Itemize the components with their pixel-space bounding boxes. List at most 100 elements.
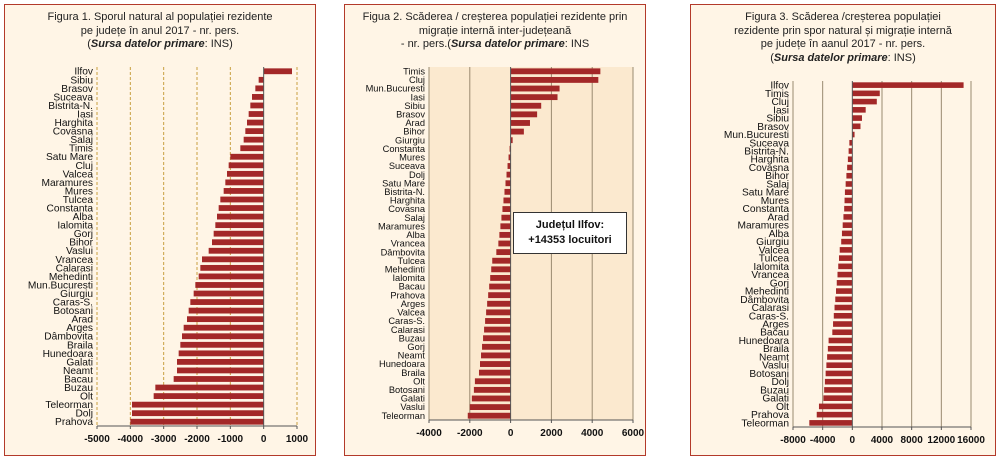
category-label: Vrancea	[391, 239, 426, 249]
bar	[841, 230, 853, 237]
category-label: Prahova	[55, 417, 93, 428]
category-label: Calarasi	[391, 325, 425, 335]
category-label: Brasov	[396, 110, 425, 120]
category-label: Mures	[399, 153, 425, 163]
category-label: Covasna	[749, 163, 790, 174]
category-label: Maramures	[378, 221, 425, 231]
category-label: Ialomita	[392, 273, 425, 283]
bar	[833, 312, 853, 319]
category-label: Dâmbovita	[740, 295, 789, 306]
category-label: Cluj	[409, 75, 425, 85]
category-label: Bistrita-N.	[384, 187, 425, 197]
bar	[200, 264, 264, 271]
category-label: Botosani	[749, 369, 789, 380]
category-label: Bistrita-N.	[744, 146, 789, 157]
category-label: Alba	[769, 229, 790, 240]
category-label: Tulcea	[759, 254, 790, 265]
category-label: Vaslui	[66, 246, 93, 257]
bar	[202, 256, 264, 263]
bar	[227, 170, 264, 177]
bar	[489, 283, 511, 290]
bar	[225, 179, 264, 186]
bar	[838, 263, 853, 270]
bar	[852, 82, 964, 88]
category-label: Olt	[413, 376, 425, 386]
bar	[469, 404, 511, 411]
bar	[828, 337, 853, 344]
category-label: Calarasi	[752, 303, 789, 314]
bar	[832, 329, 853, 336]
x-tick-label: -2000	[184, 434, 210, 445]
category-label: Iasi	[773, 105, 789, 116]
category-label: Harghita	[54, 118, 93, 129]
bar	[488, 292, 511, 299]
category-label: Caras-S.	[53, 298, 93, 309]
x-tick-label: -1000	[218, 434, 244, 445]
bar	[836, 280, 853, 286]
chart-figure-1: IlfovSibiuBrasovSuceavaBistrita-N.IasiHa…	[28, 67, 309, 445]
bar	[510, 137, 513, 144]
category-label: Galati	[762, 394, 789, 405]
bar	[487, 300, 511, 307]
bar	[498, 240, 511, 247]
category-label: Satu Mare	[46, 152, 93, 163]
bar	[130, 418, 264, 425]
bar	[510, 128, 524, 135]
x-tick-label: -4000	[416, 428, 442, 439]
bar	[848, 148, 853, 154]
category-label: Neamt	[759, 352, 789, 363]
category-label: Valcea	[759, 245, 790, 256]
category-label: Tulcea	[63, 195, 94, 206]
category-label: Suceava	[53, 92, 93, 103]
category-label: Dâmbovita	[381, 247, 426, 257]
category-label: Salaj	[70, 135, 93, 146]
bar	[173, 376, 264, 382]
bar	[478, 369, 511, 376]
bar	[506, 171, 511, 178]
bar	[208, 247, 264, 254]
bar	[847, 156, 853, 163]
bar	[510, 85, 560, 92]
bar	[188, 307, 264, 314]
x-tick-label: 12000	[927, 435, 955, 446]
bar	[177, 367, 264, 374]
bar	[825, 370, 853, 377]
category-label: Alba	[73, 212, 94, 223]
category-label: Botosani	[389, 385, 425, 395]
bar	[844, 189, 853, 196]
category-label: Sibiu	[766, 114, 789, 125]
bar	[841, 238, 853, 245]
bar	[510, 76, 599, 83]
figure-2-title: Figua 2. Scăderea / creșterea populației…	[345, 11, 645, 52]
category-label: Neamt	[398, 351, 426, 361]
x-tick-label: -2000	[457, 428, 483, 439]
category-label: Vaslui	[400, 402, 425, 412]
bar	[501, 214, 511, 221]
category-label: Maramures	[737, 221, 789, 232]
category-label: Bacau	[64, 374, 93, 385]
bar	[471, 395, 511, 402]
category-label: Dâmbovita	[44, 332, 93, 343]
bar	[836, 288, 853, 294]
bar	[510, 94, 558, 101]
bar	[182, 333, 264, 340]
chart-figure-2: TimisClujMun.BucurestiIasiSibiuBrasovAra…	[366, 66, 645, 439]
bar	[491, 266, 511, 273]
bar	[852, 115, 862, 121]
category-label: Neamt	[63, 366, 93, 377]
bar	[510, 102, 542, 109]
category-label: Maramures	[41, 178, 93, 189]
category-label: Caras-S.	[388, 316, 425, 326]
category-label: Bacau	[760, 328, 789, 339]
category-label: Braila	[401, 368, 426, 378]
x-tick-label: 6000	[622, 428, 645, 439]
category-label: Constanta	[47, 204, 94, 215]
bar	[132, 401, 264, 408]
category-label: Ialomita	[753, 262, 789, 273]
panel-figure-3: Figura 3. Scăderea /creșterea populației…	[690, 4, 996, 456]
bar	[827, 354, 853, 360]
category-label: Teleorman	[741, 418, 789, 429]
bar	[484, 326, 511, 333]
bar	[258, 76, 264, 83]
category-label: Mun.Bucuresti	[366, 84, 425, 94]
